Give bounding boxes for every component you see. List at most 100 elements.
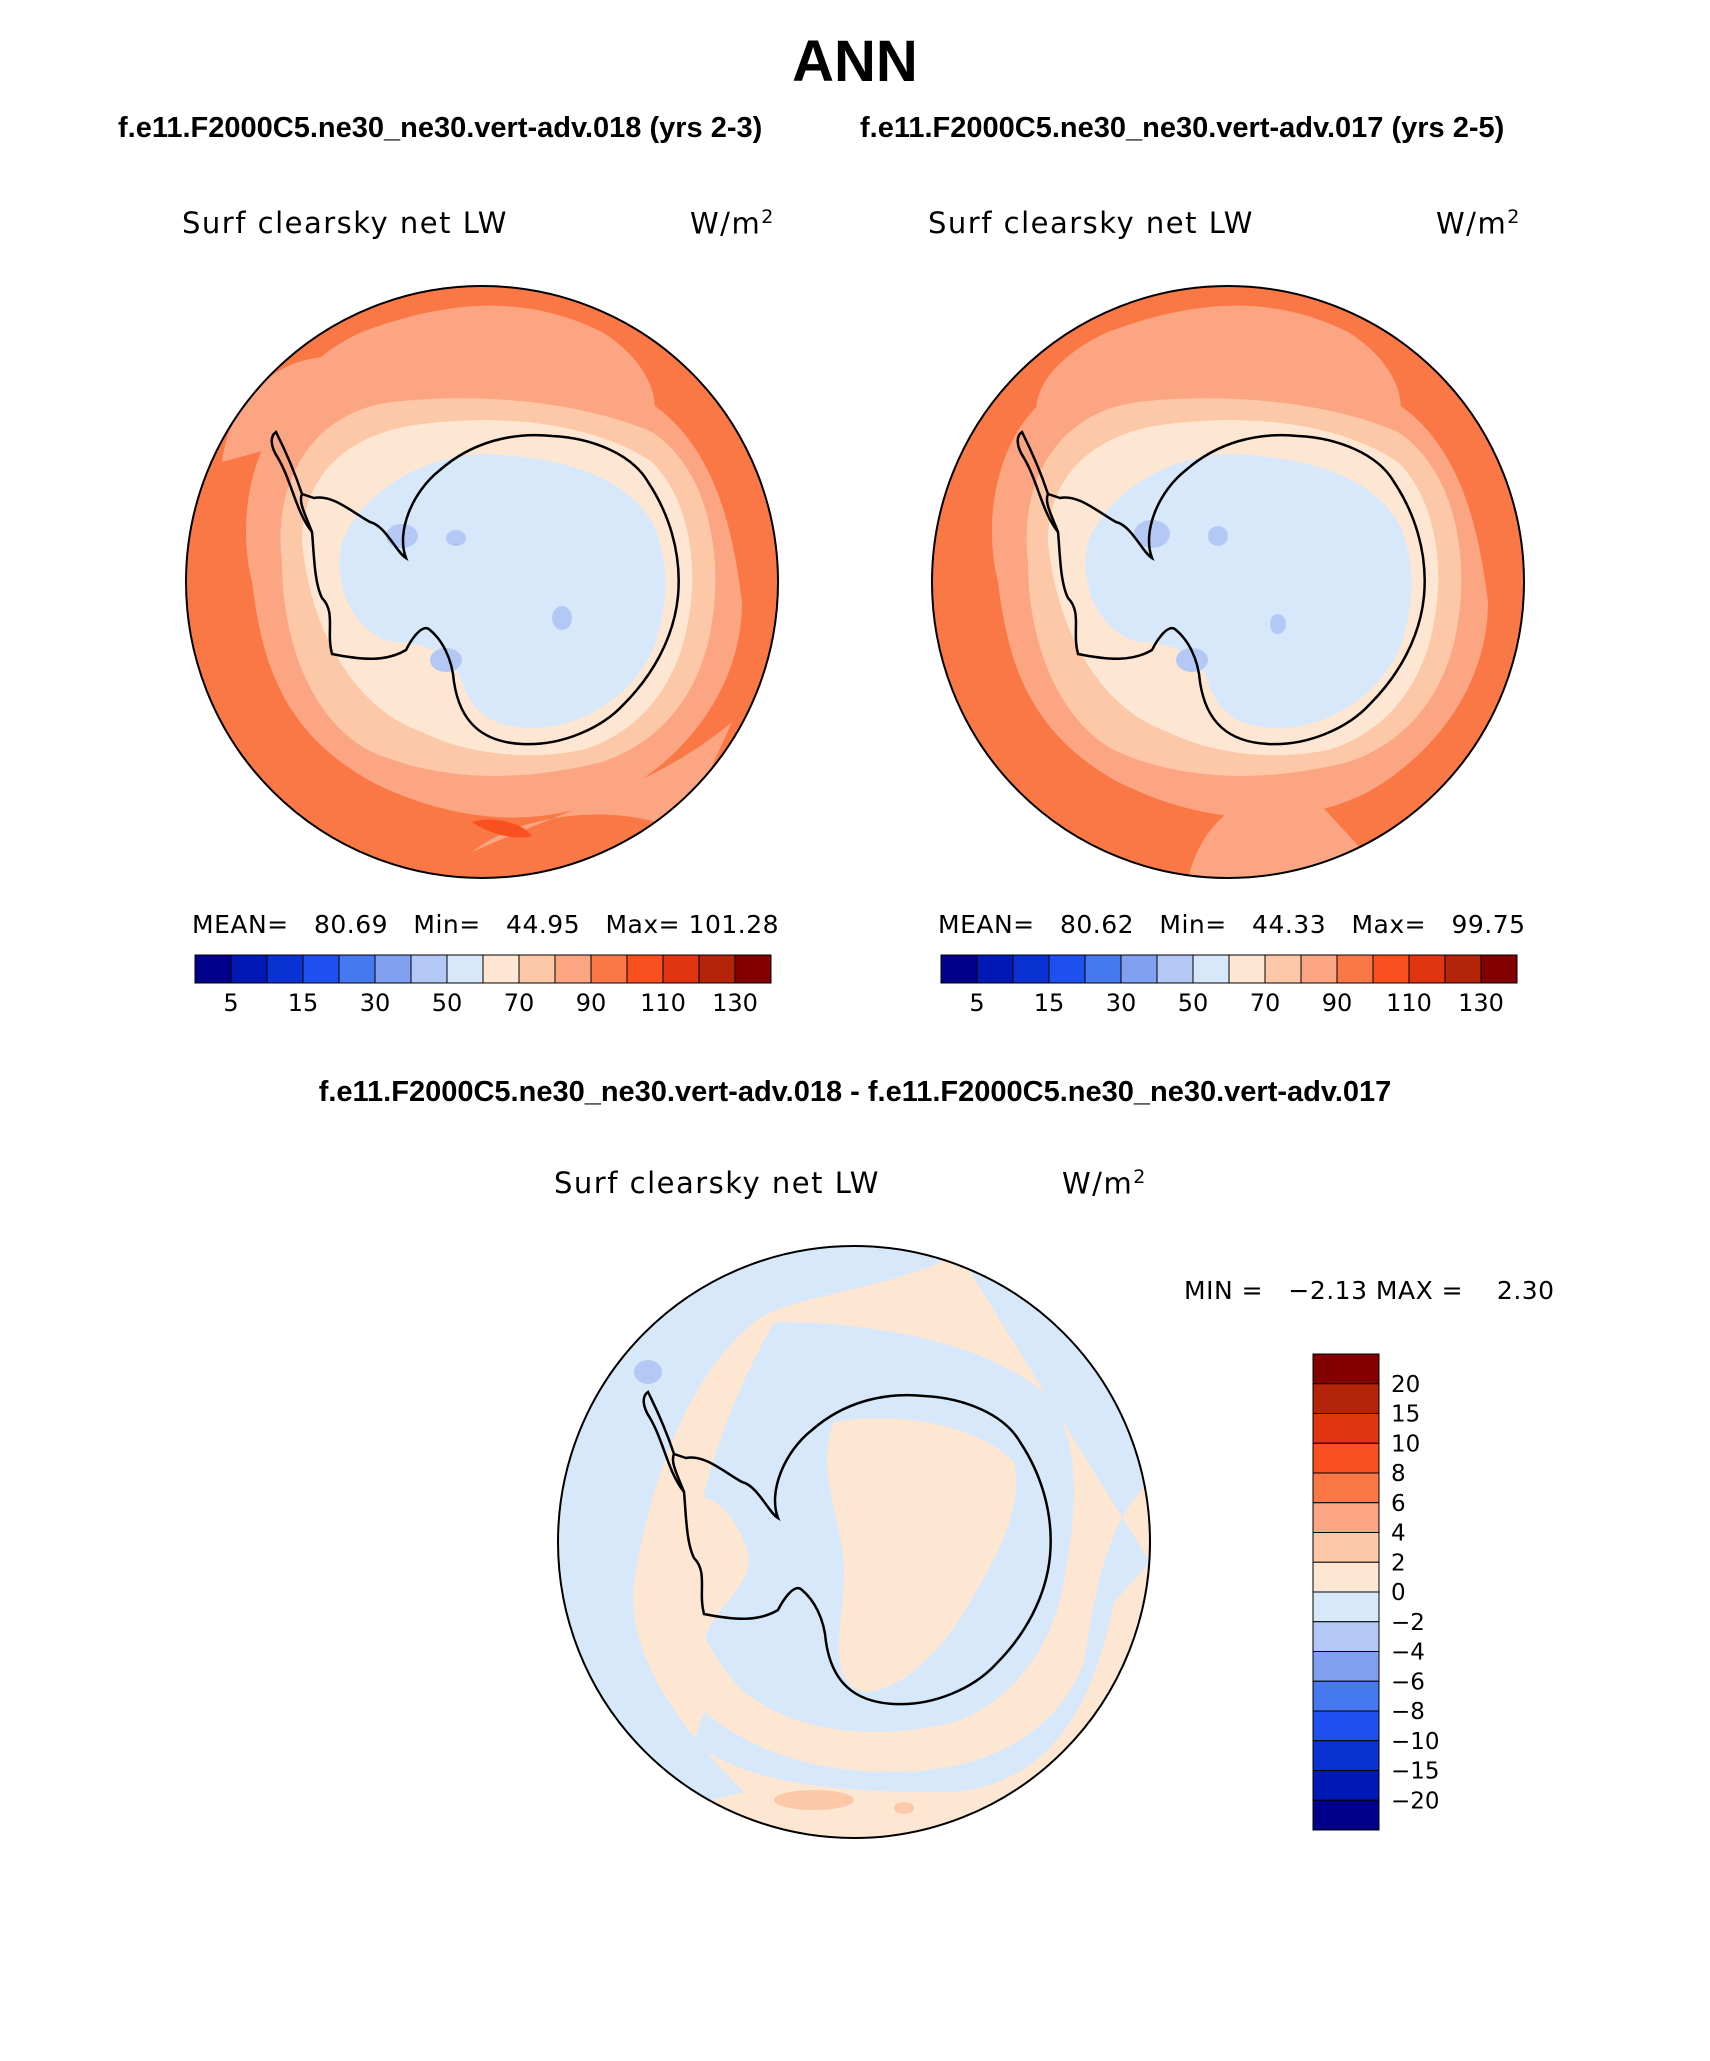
diff-colorbar-tick-label: 2 [1391,1550,1406,1576]
left-colorbar-tick-label: 5 [223,989,238,1017]
diff-colorbar-box [1312,1710,1380,1742]
diff-colorbar-box [1312,1353,1380,1385]
diff-colorbar-tick-label: −15 [1391,1759,1440,1785]
right-colorbar-tick-label: 110 [1386,989,1432,1017]
left-colorbar-box [266,954,304,984]
diff-colorbar-box [1312,1442,1380,1474]
diff-colorbar-tick-label: −10 [1391,1729,1440,1755]
case1-title: f.e11.F2000C5.ne30_ne30.vert-adv.018 (yr… [118,112,763,144]
diff-units-base: W/m [1062,1166,1134,1201]
left-colorbar-tick-label: 130 [712,989,758,1017]
right-low-spot-1 [1134,520,1170,548]
diff-colorbar-tick-label: −8 [1391,1699,1425,1725]
diff-units-exp: 2 [1133,1166,1147,1188]
diff-pos-interior [827,1418,1016,1692]
right-colorbar-box [1300,954,1338,984]
left-colorbar: 5 15 30 50 70 90 110 130 [194,954,772,1017]
right-colorbar-box [1480,954,1518,984]
left-low-spot-4 [430,648,462,672]
left-low-spot-3 [552,606,572,630]
diff-pos-peninsula [670,1495,749,1642]
left-mean-value: 80.69 [313,910,389,939]
right-colorbar: 5 15 30 50 70 90 110 130 [940,954,1518,1017]
left-min-value: 44.95 [506,910,581,939]
diff-colorbar-tick-label: −2 [1391,1610,1425,1636]
right-colorbar-box [1408,954,1446,984]
right-colorbar-box [1444,954,1482,984]
left-colorbar-tick-label: 30 [360,989,391,1017]
right-colorbar-box [1264,954,1302,984]
right-max-label: Max= [1351,910,1427,939]
diff-colorbar-tick-label: −20 [1391,1788,1440,1814]
left-variable-label: Surf clearsky net LW [182,206,508,240]
left-map-border [185,285,779,879]
right-colorbar-tick-label: 70 [1250,989,1281,1017]
right-min-label: Min= [1159,910,1227,939]
left-colorbar-tick-label: 50 [432,989,463,1017]
diff-colorbar-tick-label: −6 [1391,1669,1425,1695]
left-colorbar-tick-label: 90 [576,989,607,1017]
case2-title: f.e11.F2000C5.ne30_ne30.vert-adv.017 (yr… [860,112,1505,144]
right-colorbar-box [1192,954,1230,984]
left-units-exp: 2 [761,206,775,228]
diff-colorbar-tick-label: 20 [1391,1372,1420,1398]
right-units-base: W/m [1436,206,1508,241]
diff-pos-spot-2 [894,1802,914,1814]
left-colorbar-box [662,954,700,984]
left-colorbar-tick-label: 110 [640,989,686,1017]
left-high-spot [472,819,532,838]
right-low-spot-4 [1176,648,1208,672]
left-colorbar-box [194,954,232,984]
left-colorbar-box [374,954,412,984]
diff-colorbar-tick-label: 10 [1391,1431,1420,1457]
diff-neg-west [558,1246,974,1838]
left-map [185,285,779,879]
right-units-label: W/m2 [1436,206,1521,241]
left-map-fill [186,286,778,878]
left-min-label: Min= [413,910,481,939]
left-max-label: Max= [605,910,681,939]
right-colorbar-box [1084,954,1122,984]
left-colorbar-box [626,954,664,984]
diff-map [557,1245,1151,1839]
left-units-label: W/m2 [690,206,775,241]
right-stats: MEAN= 80.62 Min= 44.33 Max= 99.75 [938,910,1526,939]
left-colorbar-box [338,954,376,984]
diff-colorbar-tick-label: 4 [1391,1521,1406,1547]
right-colorbar-tick-label: 5 [969,989,984,1017]
diff-colorbar-box [1312,1502,1380,1533]
diff-colorbar-tick-label: 6 [1391,1491,1406,1517]
left-colorbar-box [230,954,268,984]
right-map-border [931,285,1525,879]
right-colorbar-tick-label: 90 [1322,989,1353,1017]
diff-minmax: MIN = −2.13 MAX = 2.30 [1184,1276,1555,1305]
left-max-value: 101.28 [688,910,780,939]
diff-colorbar-box [1312,1532,1380,1563]
diff-colorbar-box [1312,1799,1380,1831]
right-colorbar-box [1372,954,1410,984]
diff-colorbar-tick-label: 0 [1391,1580,1406,1606]
diff-colorbar-tick-label: 8 [1391,1461,1406,1487]
right-colorbar-tick-label: 30 [1106,989,1137,1017]
right-colorbar-box [1048,954,1086,984]
right-interior [1085,454,1412,729]
right-map-fill [932,286,1524,878]
diff-colorbar-tick-label: 15 [1391,1402,1420,1428]
diff-map-fill [558,1246,1150,1838]
right-min-value: 44.33 [1252,910,1327,939]
left-colorbar-tick-label: 15 [288,989,319,1017]
right-mean-label: MEAN= [938,910,1035,939]
right-map [931,285,1525,879]
right-colorbar-box [1156,954,1194,984]
right-variable-label: Surf clearsky net LW [928,206,1254,240]
left-colorbar-box [518,954,556,984]
right-low-spot-2 [1208,526,1228,546]
diff-colorbar-box [1312,1680,1380,1712]
diff-title: f.e11.F2000C5.ne30_ne30.vert-adv.018 - f… [318,1076,1392,1108]
left-colorbar-box [410,954,448,984]
right-colorbar-box [1120,954,1158,984]
diff-units-label: W/m2 [1062,1166,1147,1201]
figure-title: ANN [792,29,918,94]
left-low-spot-2 [446,530,466,546]
